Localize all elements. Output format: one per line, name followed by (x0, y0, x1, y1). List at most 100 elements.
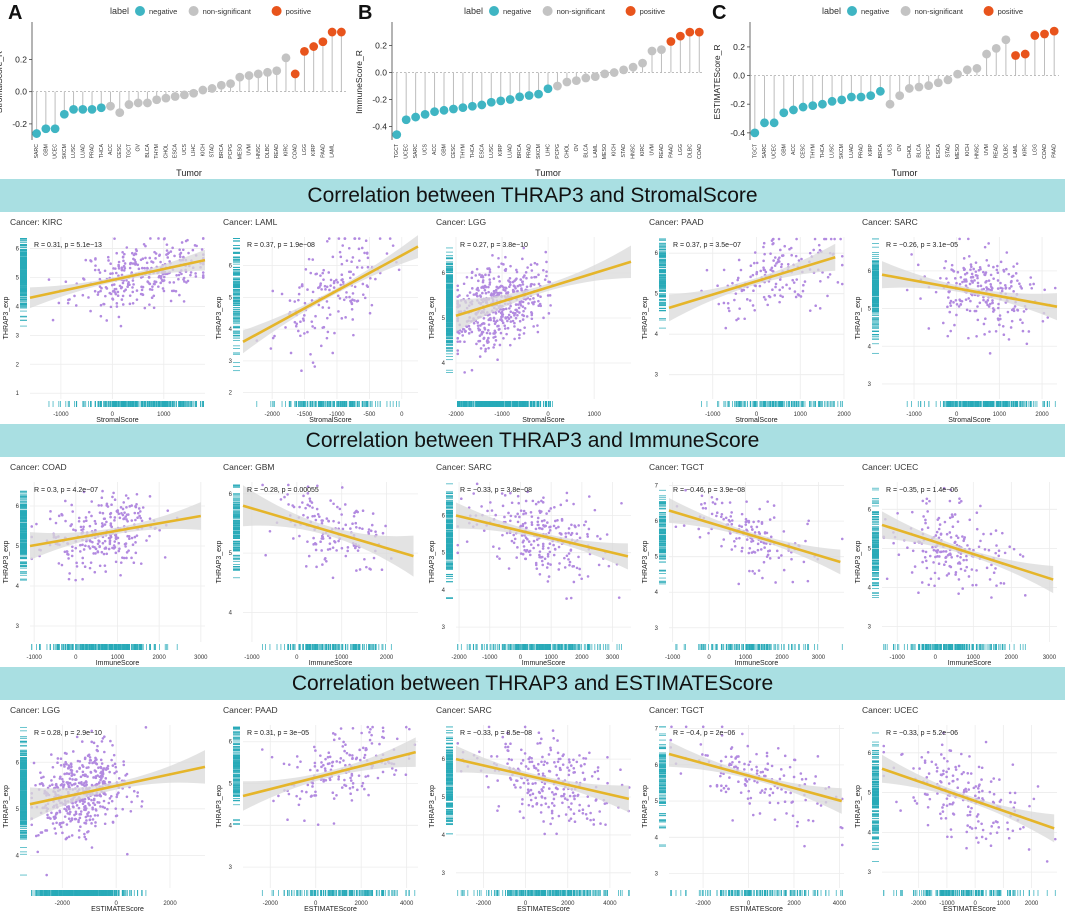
y-tick-label: 0.2 (15, 54, 27, 64)
data-point (82, 278, 86, 281)
data-point (976, 281, 980, 285)
data-point (522, 309, 525, 313)
x-tick-label: CHOL (163, 144, 169, 159)
legend-title: label (822, 6, 841, 16)
data-point (666, 37, 676, 46)
data-point (271, 336, 275, 340)
data-point (79, 525, 83, 529)
data-point (121, 556, 124, 559)
data-point (179, 90, 189, 100)
data-point (737, 317, 740, 320)
data-point (145, 539, 148, 542)
data-point (1021, 329, 1025, 333)
data-point (165, 249, 169, 252)
data-point (327, 271, 331, 274)
x-tick-label: UCEC (53, 144, 59, 159)
data-point (988, 302, 992, 306)
data-point (120, 266, 124, 270)
data-point (364, 239, 368, 242)
data-point (118, 284, 122, 288)
data-point (542, 316, 545, 320)
data-point (545, 260, 548, 264)
data-point (488, 332, 492, 335)
x-tick-label: UCEC (772, 144, 778, 159)
data-point (997, 302, 1000, 306)
data-point (1002, 333, 1006, 337)
data-point (178, 293, 181, 297)
data-point (1030, 31, 1040, 40)
data-point (126, 496, 130, 500)
data-point (111, 272, 114, 275)
data-point (193, 244, 197, 247)
data-point (57, 562, 61, 565)
data-point (117, 260, 121, 264)
data-point (326, 330, 330, 334)
data-point (137, 267, 141, 271)
data-point (280, 292, 284, 296)
data-point (112, 544, 116, 547)
data-point (152, 95, 162, 105)
data-point (982, 298, 985, 302)
data-point (989, 288, 992, 292)
data-point (528, 297, 532, 301)
data-point (93, 268, 97, 272)
data-point (505, 95, 515, 104)
data-point (216, 80, 226, 90)
x-tick-label: STAD (210, 144, 216, 158)
data-point (997, 306, 1000, 310)
data-point (77, 516, 81, 520)
x-tick-label: DLBC (687, 144, 693, 158)
data-point (98, 545, 101, 549)
data-point (134, 551, 138, 555)
data-point (1003, 283, 1007, 287)
data-point (1043, 288, 1046, 292)
x-tick-label: ESCA (479, 143, 485, 158)
y-tick-label: 6 (16, 247, 20, 253)
data-point (934, 290, 938, 294)
data-point (987, 279, 991, 282)
data-point (332, 286, 336, 289)
data-point (323, 284, 327, 288)
data-point (89, 309, 92, 313)
data-point (875, 86, 885, 96)
data-point (299, 320, 302, 323)
data-point (724, 326, 728, 330)
data-point (145, 261, 149, 265)
data-point (309, 352, 312, 356)
data-point (114, 271, 118, 275)
data-point (119, 561, 123, 564)
data-point (128, 537, 131, 541)
data-point (352, 333, 355, 337)
data-point (311, 361, 315, 364)
x-tick-label: KICH (612, 144, 618, 157)
x-tick-label: READ (994, 144, 1000, 159)
data-point (121, 255, 125, 259)
data-point (289, 351, 293, 355)
fit-line (668, 256, 836, 310)
data-point (813, 237, 817, 241)
data-point (500, 313, 504, 317)
data-point (294, 324, 298, 328)
data-point (502, 336, 505, 340)
data-point (970, 265, 973, 269)
data-point (327, 306, 331, 310)
data-point (497, 265, 500, 269)
data-point (162, 279, 165, 283)
data-point (82, 525, 85, 529)
data-point (534, 275, 538, 279)
data-point (497, 310, 501, 313)
cancer-title: Cancer: COAD (10, 462, 67, 472)
x-tick-label: BLCA (583, 143, 589, 157)
data-point (136, 263, 140, 267)
data-point (954, 299, 958, 302)
data-point (988, 330, 991, 333)
data-point (976, 276, 979, 280)
data-point (103, 539, 107, 543)
data-point (795, 278, 799, 281)
data-point (74, 578, 77, 582)
data-point (103, 517, 107, 521)
data-point (198, 85, 208, 95)
data-point (492, 319, 496, 323)
data-point (505, 332, 508, 336)
data-point (109, 515, 112, 519)
